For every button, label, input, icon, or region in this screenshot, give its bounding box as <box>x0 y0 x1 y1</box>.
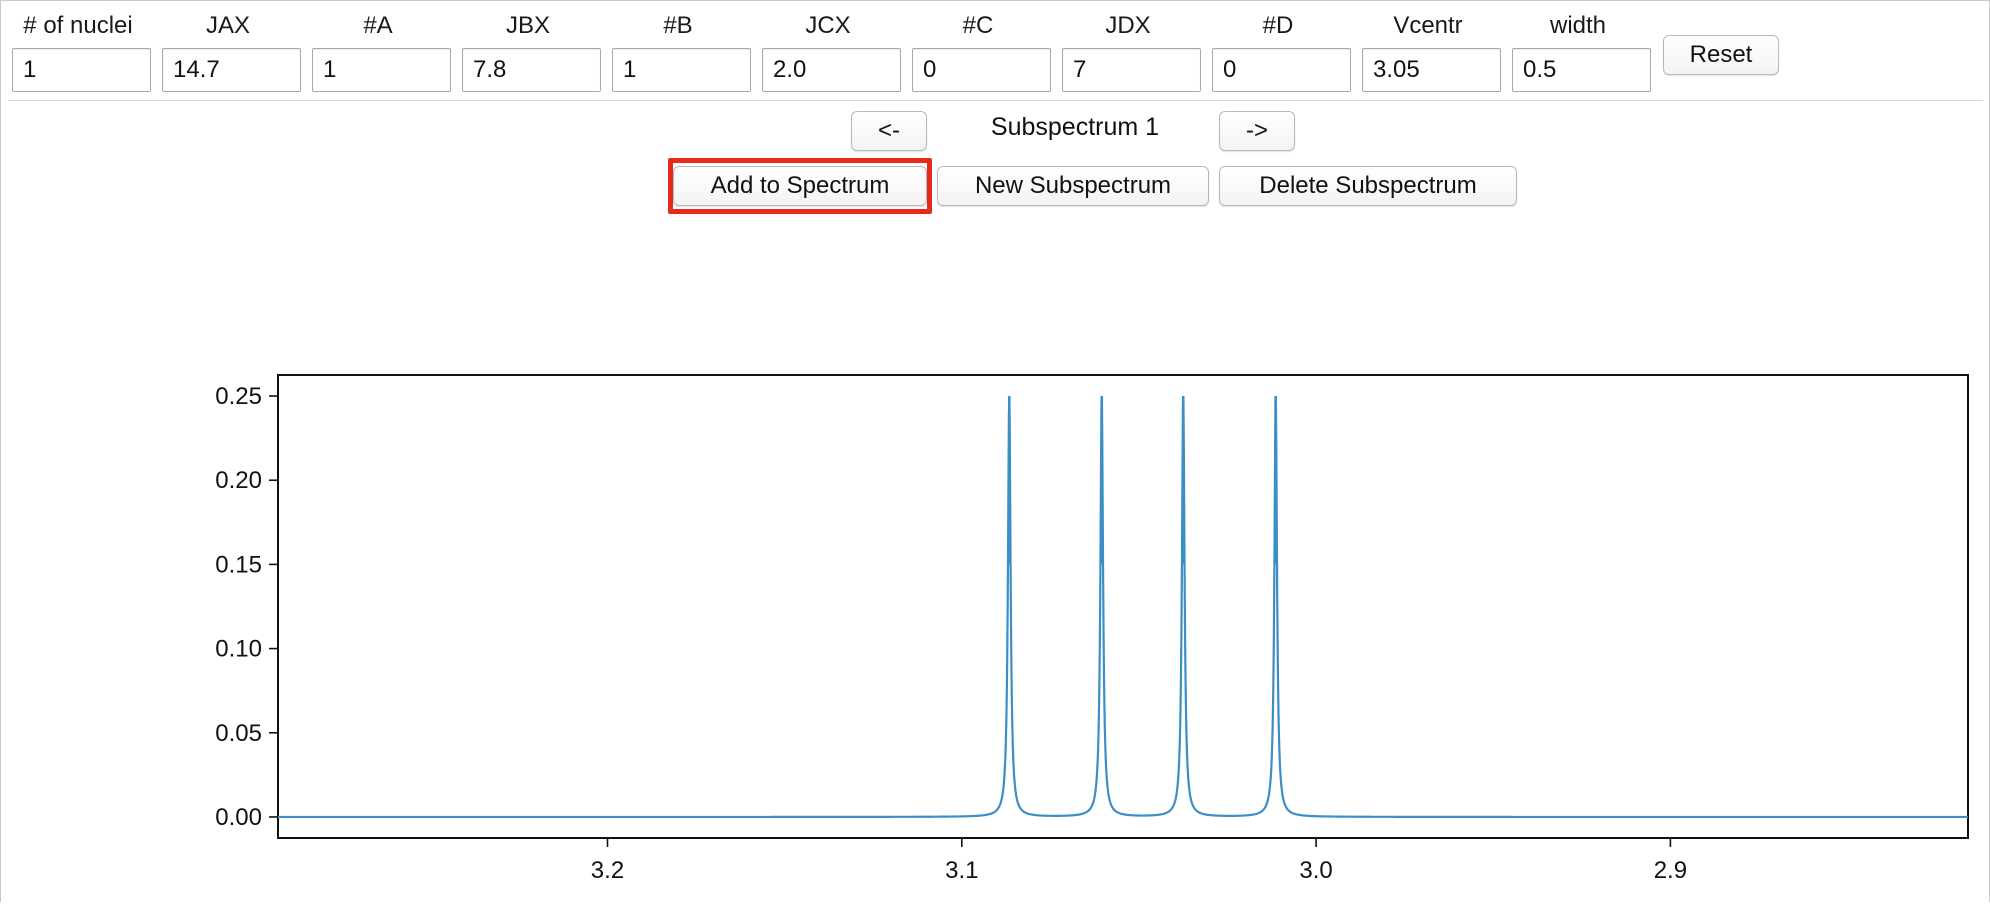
y-tick-label: 0.05 <box>215 720 262 747</box>
y-tick-label: 0.00 <box>215 804 262 831</box>
param-label: JCX <box>805 12 851 39</box>
x-tick-label: 3.1 <box>945 857 978 884</box>
spectrum-plot: 0.00 0.05 0.10 0.15 0.20 0.25 3.2 3.1 3.0 2.9 <box>215 374 1969 884</box>
subspectrum-label: Subspectrum 1 <box>990 113 1160 141</box>
add-to-spectrum-button[interactable]: Add to Spectrum <box>673 166 927 206</box>
param-input[interactable] <box>612 48 751 92</box>
param-input[interactable] <box>762 48 901 92</box>
param-input[interactable] <box>912 48 1051 92</box>
y-tick-label: 0.25 <box>215 383 262 410</box>
param-label: JAX <box>205 12 250 39</box>
spectrum-chart: 0.00 0.05 0.10 0.15 0.20 0.25 3.2 3.1 3.0 2.9 <box>0 360 1990 902</box>
param-input[interactable] <box>462 48 601 92</box>
param-input[interactable] <box>1362 48 1501 92</box>
param-input[interactable] <box>1062 48 1201 92</box>
x-tick-label: 3.0 <box>1299 857 1332 884</box>
param-input[interactable] <box>162 48 301 92</box>
y-tick-label: 0.10 <box>215 636 262 663</box>
param-input[interactable] <box>12 48 151 92</box>
param-label: # of nuclei <box>23 12 133 39</box>
spectrum-line <box>278 396 1968 819</box>
plot-frame <box>277 374 1969 839</box>
param-input[interactable] <box>1512 48 1651 92</box>
delete-subspectrum-button[interactable]: Delete Subspectrum <box>1219 166 1517 206</box>
param-input[interactable] <box>312 48 451 92</box>
next-subspectrum-button[interactable]: -> <box>1219 111 1295 151</box>
x-tick-label: 2.9 <box>1654 857 1687 884</box>
previous-subspectrum-button[interactable]: <- <box>851 111 927 151</box>
param-label: JDX <box>1105 12 1151 39</box>
param-label: #A <box>363 12 393 39</box>
param-label: #B <box>663 12 693 39</box>
x-tick-label: 3.2 <box>591 857 624 884</box>
y-tick-label: 0.15 <box>215 551 262 578</box>
y-tick-label: 0.20 <box>215 467 262 494</box>
param-label: #C <box>962 12 994 39</box>
param-input[interactable] <box>1212 48 1351 92</box>
param-label: JBX <box>505 12 550 39</box>
highlight-box <box>668 158 932 214</box>
parameter-bar: # of nuclei JAX #A JBX #B JCX #C JDX #D Vcentr wid… <box>8 0 1983 101</box>
new-subspectrum-button[interactable]: New Subspectrum <box>937 166 1209 206</box>
param-label: Vcentr <box>1393 12 1463 39</box>
param-label: width <box>1549 12 1607 39</box>
reset-button[interactable]: Reset <box>1663 35 1779 75</box>
param-label: #D <box>1262 12 1294 39</box>
